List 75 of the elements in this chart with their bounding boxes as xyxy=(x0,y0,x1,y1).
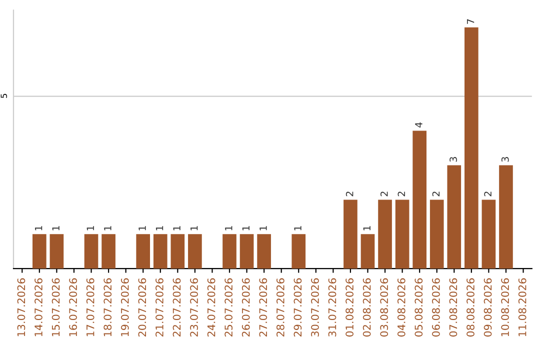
bar xyxy=(170,234,185,269)
x-tick-label: 09.08.2026 xyxy=(484,278,492,337)
x-tick-label: 26.07.2026 xyxy=(242,278,250,337)
bar xyxy=(257,234,271,269)
bar xyxy=(378,200,392,269)
data-label: 1 xyxy=(35,226,42,230)
bar xyxy=(412,130,426,269)
bar xyxy=(153,234,168,269)
data-label: 1 xyxy=(190,226,198,230)
data-label: 4 xyxy=(415,122,422,128)
bar xyxy=(32,234,46,269)
x-tick-label: 16.07.2026 xyxy=(69,278,77,336)
x-tick-label: 31.07.2026 xyxy=(328,278,336,336)
x-tick-label: 23.07.2026 xyxy=(190,278,198,337)
data-label: 1 xyxy=(363,226,370,230)
x-tick-label: 07.08.2026 xyxy=(449,278,458,337)
x-tick-label: 14.07.2026 xyxy=(34,278,42,336)
x-tick-label: 29.07.2026 xyxy=(294,278,302,337)
bar xyxy=(482,200,496,269)
bar xyxy=(360,234,375,269)
data-label: 2 xyxy=(346,192,354,196)
x-tick-label: 01.08.2026 xyxy=(346,278,354,337)
bar xyxy=(395,200,410,269)
bar xyxy=(447,165,462,269)
bar xyxy=(188,234,202,269)
x-tick-label: 13.07.2026 xyxy=(17,278,26,336)
data-label: 2 xyxy=(484,192,492,196)
data-label: 1 xyxy=(138,226,146,230)
data-label: 2 xyxy=(398,192,405,196)
bar xyxy=(102,234,116,269)
x-tick-label: 08.08.2026 xyxy=(466,278,474,337)
x-tick-label: 02.08.2026 xyxy=(362,278,371,337)
data-label: 1 xyxy=(294,226,302,230)
data-label: 1 xyxy=(225,226,232,230)
data-label: 1 xyxy=(242,226,250,230)
bar xyxy=(136,234,150,269)
x-tick-label: 28.07.2026 xyxy=(276,278,284,337)
bar xyxy=(430,200,444,269)
data-label: 1 xyxy=(156,226,164,230)
x-tick-label: 10.08.2026 xyxy=(501,278,509,336)
x-tick-label: 04.08.2026 xyxy=(397,278,406,337)
x-tick-label: 18.07.2026 xyxy=(104,278,112,336)
data-label: 3 xyxy=(450,157,457,162)
bar xyxy=(222,234,236,269)
y-tick-label: 5 xyxy=(0,94,8,98)
x-tick-label: 24.07.2026 xyxy=(207,278,216,337)
data-label: 1 xyxy=(52,226,60,230)
bar xyxy=(84,234,98,269)
x-tick-label: 17.07.2026 xyxy=(86,278,94,336)
x-tick-label: 19.07.2026 xyxy=(120,278,129,336)
x-tick-label: 25.07.2026 xyxy=(224,278,233,337)
x-tick-label: 11.08.2026 xyxy=(518,278,526,336)
x-tick-label: 15.07.2026 xyxy=(52,278,60,336)
x-tick-label: 05.08.2026 xyxy=(414,278,423,337)
data-label: 1 xyxy=(260,226,267,230)
x-tick-label: 27.07.2026 xyxy=(259,278,268,337)
bar xyxy=(464,27,478,269)
x-tick-label: 03.08.2026 xyxy=(380,278,388,337)
bar xyxy=(499,165,513,269)
data-label: 1 xyxy=(104,226,112,230)
x-tick-label: 21.07.2026 xyxy=(156,278,164,337)
x-tick-label: 30.07.2026 xyxy=(311,278,319,336)
data-label: 2 xyxy=(380,192,388,196)
data-label: 3 xyxy=(501,157,509,162)
data-label: 1 xyxy=(173,226,180,230)
data-label: 7 xyxy=(467,19,474,24)
x-tick-label: 22.07.2026 xyxy=(172,278,181,337)
data-label: 1 xyxy=(86,226,94,230)
bar xyxy=(292,234,306,269)
bar xyxy=(50,234,64,269)
data-label: 2 xyxy=(432,192,440,196)
x-tick-label: 20.07.2026 xyxy=(138,278,146,337)
bar xyxy=(240,234,254,269)
x-tick-label: 06.08.2026 xyxy=(432,278,440,337)
bar xyxy=(344,200,358,269)
